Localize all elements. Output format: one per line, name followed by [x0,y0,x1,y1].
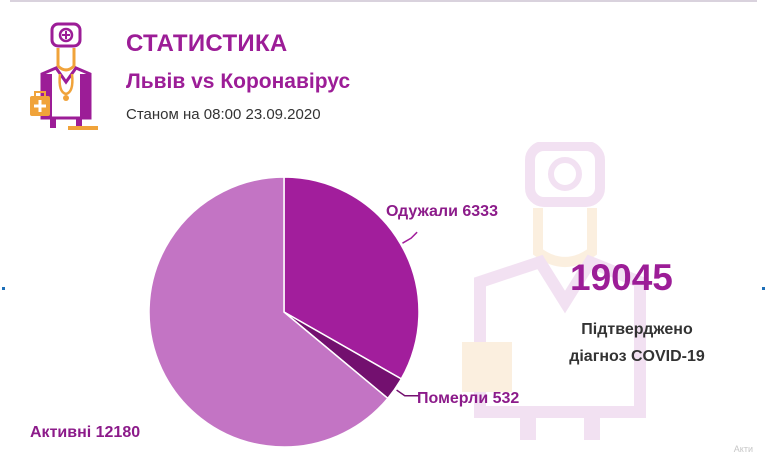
confirmed-caption: Підтверджено діагноз COVID-19 [552,316,722,370]
deceased-label: Померли 532 [417,390,520,407]
cases-pie-chart [148,176,420,448]
doctor-logo-icon [30,22,98,130]
pie-slice-recovered [283,176,420,380]
edge-marker [762,287,765,290]
os-activation-text: Акти [733,444,753,454]
page-subtitle: Львів vs Коронавірус [126,70,351,93]
deceased-leader-line [396,389,419,397]
page-title: СТАТИСТИКА [126,30,288,57]
recovered-leader-line [402,231,418,244]
total-cases-number: 19045 [570,257,673,298]
recovered-label: Одужали 6333 [386,203,498,220]
pie-slice-active [148,176,389,448]
active-label: Активні 12180 [30,424,141,441]
confirmed-caption-line1: Підтверджено [581,321,693,338]
doctor-watermark-icon [462,142,646,440]
edge-marker [2,287,5,290]
as-of-date: Станом на 08:00 23.09.2020 [126,106,321,123]
confirmed-caption-line2: діагноз COVID-19 [569,348,705,365]
window-top-border [10,0,757,2]
